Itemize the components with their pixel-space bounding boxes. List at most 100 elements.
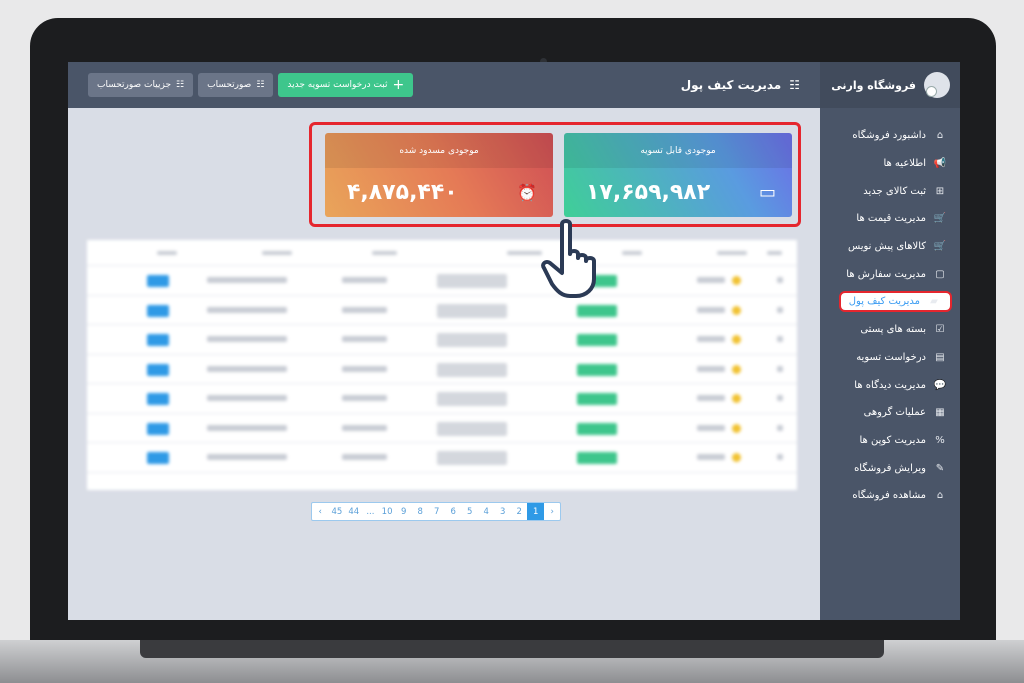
credit-card-icon: ▭ xyxy=(758,182,776,203)
sidebar-item[interactable]: ✎ ویرایش فروشگاه xyxy=(820,454,960,482)
page-title-text: مدیریت کیف پول xyxy=(680,78,782,92)
page-link[interactable]: › xyxy=(550,506,554,517)
cart-icon: 🛒 xyxy=(933,213,946,225)
plus-icon: + xyxy=(392,77,405,93)
sidebar-item[interactable]: % مدیریت کوپن ها xyxy=(820,427,960,455)
card-label: موجودی مسدود شده xyxy=(325,133,553,168)
page-link[interactable]: ‹ xyxy=(318,506,322,517)
view-button[interactable] xyxy=(147,452,169,464)
list-icon: ☷ xyxy=(176,80,185,90)
statement-button[interactable]: ☷ صورتحساب xyxy=(198,73,274,97)
view-button[interactable] xyxy=(147,422,169,435)
page-link[interactable]: 7 xyxy=(434,506,440,517)
page-link[interactable]: 4 xyxy=(483,506,489,517)
sidebar-item[interactable]: ▤ درخواست تسویه xyxy=(820,344,960,372)
page-link[interactable]: 10 xyxy=(381,506,393,517)
wallet-icon: ▰ xyxy=(930,296,938,308)
card-value: ۱۷,۶۵۹,۹۸۲ xyxy=(586,180,711,205)
card-label: موجودی قابل تسویه xyxy=(564,133,792,168)
package-icon: ☑ xyxy=(935,324,945,336)
sidebar-item[interactable]: ▰ مدیریت کیف پول xyxy=(820,288,960,316)
sidebar-item-label: ویرایش فروشگاه xyxy=(854,462,926,474)
table-row xyxy=(87,266,797,296)
statement-details-button[interactable]: ☷ جزییات صورتحساب xyxy=(88,73,194,97)
statement-label: صورتحساب xyxy=(207,80,252,90)
sidebar-item-label: ثبت کالای جدید xyxy=(863,185,926,197)
table-row xyxy=(87,384,797,414)
sidebar-item[interactable]: ▢ مدیریت سفارش ها xyxy=(820,260,960,288)
view-button[interactable] xyxy=(147,393,169,405)
page-link[interactable]: 45 xyxy=(331,506,343,517)
store-icon: ⌂ xyxy=(936,490,944,502)
list-icon: ☷ xyxy=(256,80,265,90)
sidebar-item-label: مدیریت دیدگاه ها xyxy=(854,379,926,391)
box-plus-icon: ⊞ xyxy=(935,185,945,197)
page-link[interactable]: 3 xyxy=(500,506,506,517)
new-settlement-label: ثبت درخواست تسویه جدید xyxy=(287,80,388,90)
alarm-clock-icon: ⏰ xyxy=(517,183,537,202)
table-row xyxy=(87,325,797,355)
sidebar-item[interactable]: ⌂ داشبورد فروشگاه xyxy=(820,122,960,150)
comments-icon: 💬 xyxy=(933,379,946,391)
card-value: ۴,۸۷۵,۴۴۰ xyxy=(347,180,458,205)
statement-details-label: جزییات صورتحساب xyxy=(97,80,172,90)
sidebar-item[interactable]: ⌂ مشاهده فروشگاه xyxy=(820,482,960,510)
table-row xyxy=(87,414,797,443)
list-icon: ☷ xyxy=(789,78,800,92)
avatar[interactable] xyxy=(924,72,950,98)
percent-icon: % xyxy=(935,434,945,446)
table-row xyxy=(87,443,797,473)
sidebar-item[interactable]: ⊞ ثبت کالای جدید xyxy=(820,177,960,205)
page-link[interactable]: 1 xyxy=(527,503,544,520)
view-button[interactable] xyxy=(147,334,169,346)
megaphone-icon: 📢 xyxy=(933,158,946,170)
store-name: فروشگاه وارنی xyxy=(831,78,916,92)
table-row xyxy=(87,355,797,384)
sidebar-item-label: مدیریت کوپن ها xyxy=(859,434,926,446)
pointer-hand-icon xyxy=(541,219,596,298)
sidebar-item[interactable]: 💬 مدیریت دیدگاه ها xyxy=(820,371,960,399)
sidebar-item-label: داشبورد فروشگاه xyxy=(852,130,926,142)
store-brand[interactable]: فروشگاه وارنی xyxy=(820,62,960,108)
sidebar: فروشگاه وارنی ⌂ داشبورد فروشگاه 📢 اطلاعیه ه… xyxy=(820,62,960,620)
sidebar-menu: ⌂ داشبورد فروشگاه 📢 اطلاعیه ها ⊞ ثبت کالای جد… xyxy=(820,108,960,510)
page-link[interactable]: 5 xyxy=(467,506,473,517)
table-header xyxy=(87,240,797,266)
page-link[interactable]: 6 xyxy=(450,506,456,517)
page-link[interactable]: ... xyxy=(366,506,375,517)
page-title: ☷ مدیریت کیف پول xyxy=(681,78,800,92)
page-link[interactable]: 8 xyxy=(417,506,423,517)
page-link[interactable]: 9 xyxy=(401,506,407,517)
sidebar-item[interactable]: 🛒 کالاهای پیش نویس xyxy=(820,233,960,261)
balance-cards-highlight: موجودی قابل تسویه ▭ ۱۷,۶۵۹,۹۸۲ موجودی مسد… xyxy=(309,122,801,227)
blocked-balance-card: موجودی مسدود شده ⏰ ۴,۸۷۵,۴۴۰ xyxy=(325,133,553,217)
table-row xyxy=(87,296,797,325)
bulk-icon: ▦ xyxy=(935,407,945,419)
page-link[interactable]: 44 xyxy=(348,506,360,517)
transactions-table xyxy=(87,240,797,490)
new-settlement-button[interactable]: + ثبت درخواست تسویه جدید xyxy=(278,73,414,97)
view-button[interactable] xyxy=(147,363,169,376)
sidebar-item[interactable]: ▦ عملیات گروهی xyxy=(820,399,960,427)
store-icon: ⌂ xyxy=(936,130,944,142)
sidebar-item[interactable]: 🛒 مدیریت قیمت ها xyxy=(820,205,960,233)
screen: فروشگاه وارنی ⌂ داشبورد فروشگاه 📢 اطلاعیه ه… xyxy=(68,62,960,620)
view-button[interactable] xyxy=(147,304,169,317)
sidebar-item-label: مدیریت قیمت ها xyxy=(856,213,926,225)
sidebar-item[interactable]: ☑ بسته های پستی xyxy=(820,316,960,344)
bag-icon: ▢ xyxy=(935,268,945,280)
sidebar-item[interactable]: 📢 اطلاعیه ها xyxy=(820,150,960,178)
top-bar: ☷ مدیریت کیف پول + ثبت درخواست تسویه جدید… xyxy=(68,62,820,108)
page-link[interactable]: 2 xyxy=(516,506,522,517)
sidebar-item-label: اطلاعیه ها xyxy=(883,158,926,170)
sidebar-item-label: کالاهای پیش نویس xyxy=(847,241,926,253)
settleable-balance-card: موجودی قابل تسویه ▭ ۱۷,۶۵۹,۹۸۲ xyxy=(564,133,792,217)
camera xyxy=(540,58,547,65)
sidebar-item-label: مدیریت کیف پول xyxy=(848,296,920,308)
sidebar-item-label: درخواست تسویه xyxy=(856,351,926,363)
sidebar-item-label: عملیات گروهی xyxy=(863,407,926,419)
sidebar-item-label: بسته های پستی xyxy=(860,324,926,336)
cart-icon: 🛒 xyxy=(933,241,946,253)
pagination: ‹ 45 44... 10 9 8 7 6 5 4 3 2 1 › xyxy=(311,502,562,521)
view-button[interactable] xyxy=(147,275,169,287)
